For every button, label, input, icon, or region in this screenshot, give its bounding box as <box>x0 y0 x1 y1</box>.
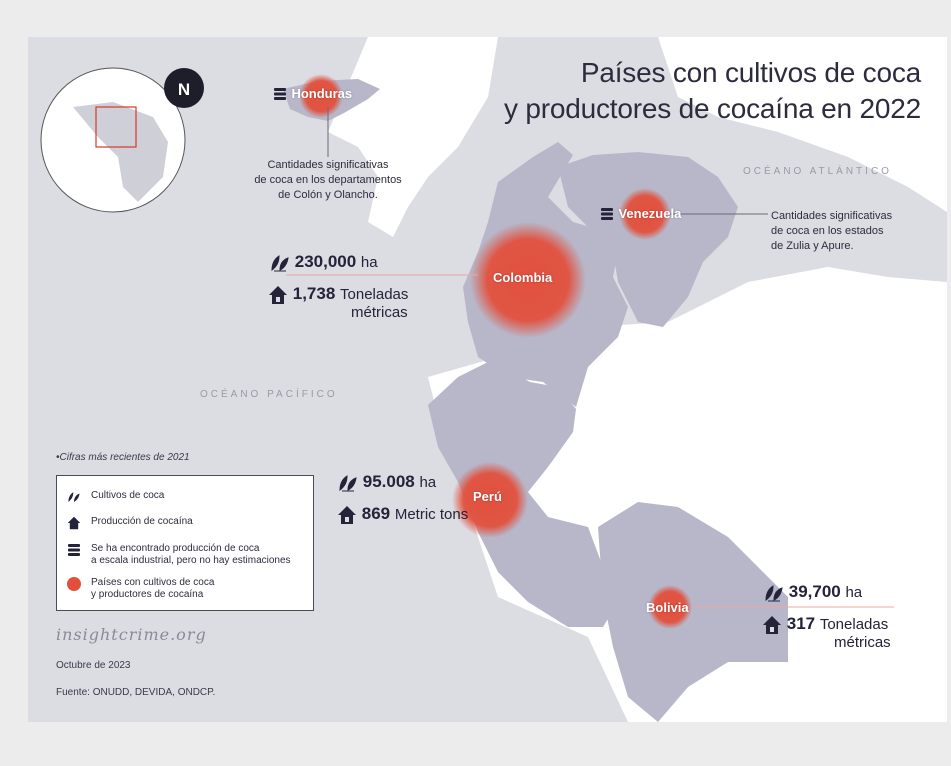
ocean-pacific-label: OCÉANO PACÍFICO <box>200 389 338 400</box>
legend-line: a escala industrial, pero no hay estimac… <box>91 555 291 566</box>
country-name: Honduras <box>291 86 353 101</box>
legend-label: Cultivos de coca <box>91 490 165 501</box>
ocean-atlantic-label: OCÉANO ATLÁNTICO <box>743 166 892 177</box>
bubble-peru <box>452 462 528 538</box>
legend-label: Países con cultivos de coca y productore… <box>91 577 319 601</box>
bolivia-coca-stat: 39,700 ha <box>764 582 862 602</box>
legend-label: Producción de cocaína <box>91 516 193 527</box>
honduras-note: Cantidades significativas de coca en los… <box>228 158 428 203</box>
note-line: Cantidades significativas <box>771 210 893 222</box>
land-central-america <box>328 37 498 237</box>
cocaine-value: 869 <box>361 504 391 523</box>
land-caribbean <box>658 37 947 212</box>
colombia-cocaine-unit2: métricas <box>351 302 408 322</box>
colombia-cocaine-stat: 1,738 Toneladas <box>268 284 408 305</box>
cocaine-unit-line-2: métricas <box>834 634 891 651</box>
cocaine-unit-line-1: Toneladas <box>819 616 889 633</box>
legend: Cultivos de coca Producción de cocaína S… <box>56 475 314 611</box>
colombia-coca-stat: 230,000 ha <box>270 252 378 272</box>
peru-cocaine-stat: 869 Metric tons <box>337 504 468 525</box>
industrial-production-icon <box>274 87 286 100</box>
cocaine-production-icon <box>269 285 287 304</box>
page-title: Países con cultivos de coca y productore… <box>504 55 921 127</box>
footnote: •Cifras más recientes de 2021 <box>56 452 190 463</box>
coca-unit: ha <box>419 474 437 491</box>
honduras-label: Honduras <box>273 85 352 103</box>
bubble-marker-icon <box>67 577 81 591</box>
bolivia-cocaine-unit2: métricas <box>834 632 891 652</box>
venezuela-note: Cantidades significativas de coca en los… <box>771 209 931 254</box>
bubble-colombia <box>470 222 586 338</box>
peru-coca-stat: 95.008 ha <box>338 472 436 492</box>
note-line: de Zulia y Apure. <box>771 240 854 252</box>
cocaine-unit-line-2: métricas <box>351 304 408 321</box>
bubble-honduras <box>299 74 343 118</box>
bolivia-cocaine-stat: 317 Toneladas <box>762 614 888 635</box>
coca-leaf-icon <box>765 584 783 602</box>
coca-leaf-icon <box>339 474 357 492</box>
coca-unit: ha <box>360 254 378 271</box>
coca-value: 95.008 <box>362 472 415 491</box>
venezuela-label: Venezuela <box>600 205 681 223</box>
note-line: de coca en los estados <box>771 225 884 237</box>
industrial-production-icon <box>601 207 613 220</box>
cocaine-value: 1,738 <box>292 284 336 303</box>
legend-line: Países con cultivos de coca <box>91 577 215 588</box>
north-arrow: N <box>164 68 204 108</box>
industrial-production-icon <box>68 544 80 556</box>
legend-line: y productores de cocaína <box>91 589 204 600</box>
note-line: de Colón y Olancho. <box>278 189 378 201</box>
cocaine-production-icon <box>338 505 356 524</box>
note-line: de coca en los departamentos <box>254 174 402 186</box>
map-canvas: N Países con cultivos de coca y producto… <box>28 37 947 722</box>
colombia-label: Colombia <box>493 270 553 285</box>
title-line-1: Países con cultivos de coca <box>580 57 921 88</box>
coca-value: 39,700 <box>788 582 841 601</box>
land-bolivia <box>598 502 788 722</box>
cocaine-production-icon <box>67 516 81 530</box>
coca-leaf-icon <box>68 492 80 502</box>
inset-globe <box>40 67 186 213</box>
country-name: Venezuela <box>618 206 682 221</box>
peru-label: Perú <box>473 489 502 504</box>
bolivia-label: Bolivia <box>646 600 689 615</box>
brand-logo: insightcrime.org <box>56 625 207 644</box>
date-label: Octubre de 2023 <box>56 660 131 671</box>
note-line: Cantidades significativas <box>267 159 389 171</box>
north-label: N <box>177 80 191 99</box>
cocaine-unit-line-1: Toneladas <box>340 286 409 303</box>
title-line-2: y productores de cocaína en 2022 <box>503 93 921 124</box>
cocaine-value: 317 <box>786 614 816 633</box>
coca-value: 230,000 <box>294 252 357 271</box>
legend-label: Se ha encontrado producción de coca a es… <box>91 543 319 567</box>
source-label: Fuente: ONUDD, DEVIDA, ONDCP. <box>56 687 216 698</box>
legend-line: Se ha encontrado producción de coca <box>91 543 260 554</box>
bubble-bolivia <box>648 585 692 629</box>
coca-leaf-icon <box>271 254 289 272</box>
bubble-venezuela <box>619 188 671 240</box>
cocaine-production-icon <box>763 615 781 634</box>
coca-unit: ha <box>845 584 863 601</box>
basemap <box>40 37 947 722</box>
cocaine-unit: Metric tons <box>394 506 469 523</box>
